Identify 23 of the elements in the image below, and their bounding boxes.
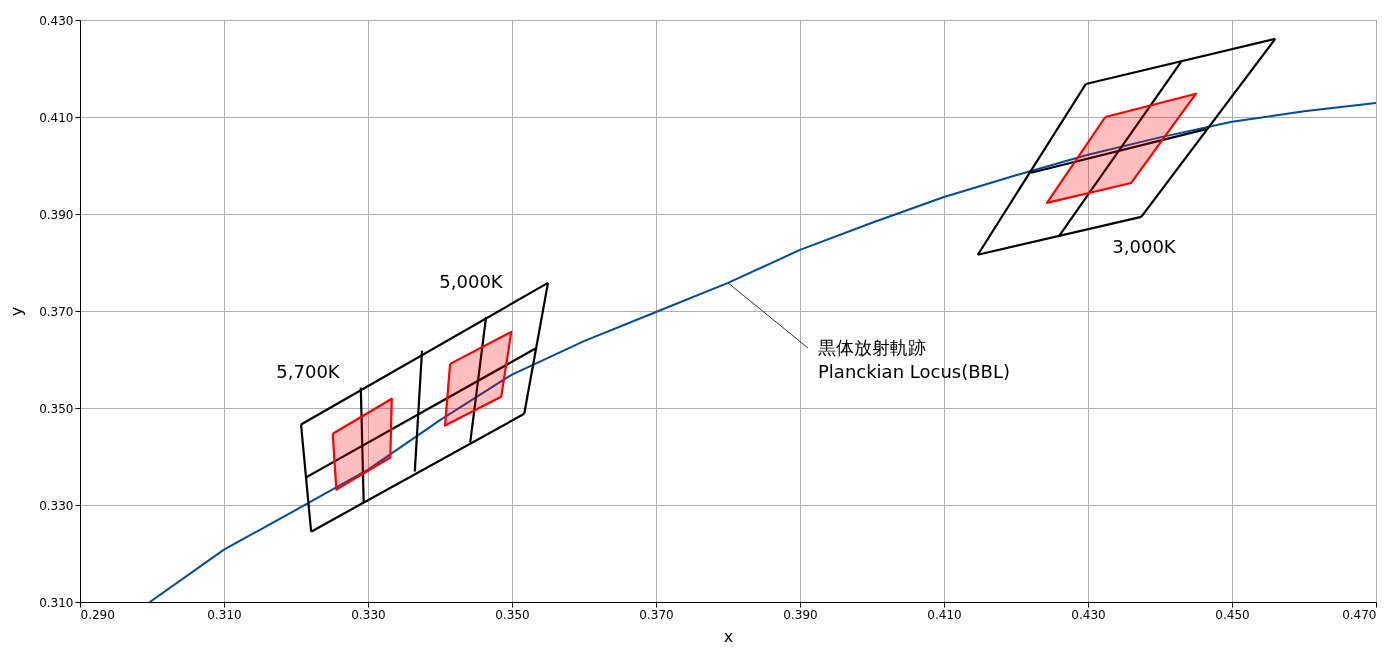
y-tick-label: 0.330 [39, 498, 74, 513]
x-tick-label: 0.410 [927, 607, 962, 622]
y-tick-label: 0.410 [39, 110, 74, 125]
x-tick-label: 0.330 [351, 607, 386, 622]
y-tick-label: 0.430 [39, 13, 74, 28]
x-axis-title: x [723, 626, 734, 646]
x-tick-label: 0.430 [1071, 607, 1106, 622]
y-tick-label: 0.390 [39, 207, 74, 222]
x-tick-label: 0.290 [80, 607, 115, 622]
x-tick-label: 0.390 [783, 607, 818, 622]
x-tick-label: 0.370 [639, 607, 674, 622]
x-tick-label: 0.350 [495, 607, 530, 622]
y-tick-label: 0.370 [39, 304, 74, 319]
y-axis-title: y [7, 306, 27, 317]
annotation: 5,000K [439, 271, 504, 292]
annotation: 黒体放射軌跡 Planckian Locus(BBL) [818, 337, 1010, 382]
y-tick-label: 0.310 [39, 595, 74, 610]
x-tick-label: 0.450 [1215, 607, 1250, 622]
x-tick-label: 0.470 [1342, 607, 1377, 622]
annotation: 5,700K [276, 361, 341, 382]
annotation: 3,000K [1112, 236, 1177, 257]
y-tick-label: 0.350 [39, 401, 74, 416]
x-tick-label: 0.310 [207, 607, 242, 622]
